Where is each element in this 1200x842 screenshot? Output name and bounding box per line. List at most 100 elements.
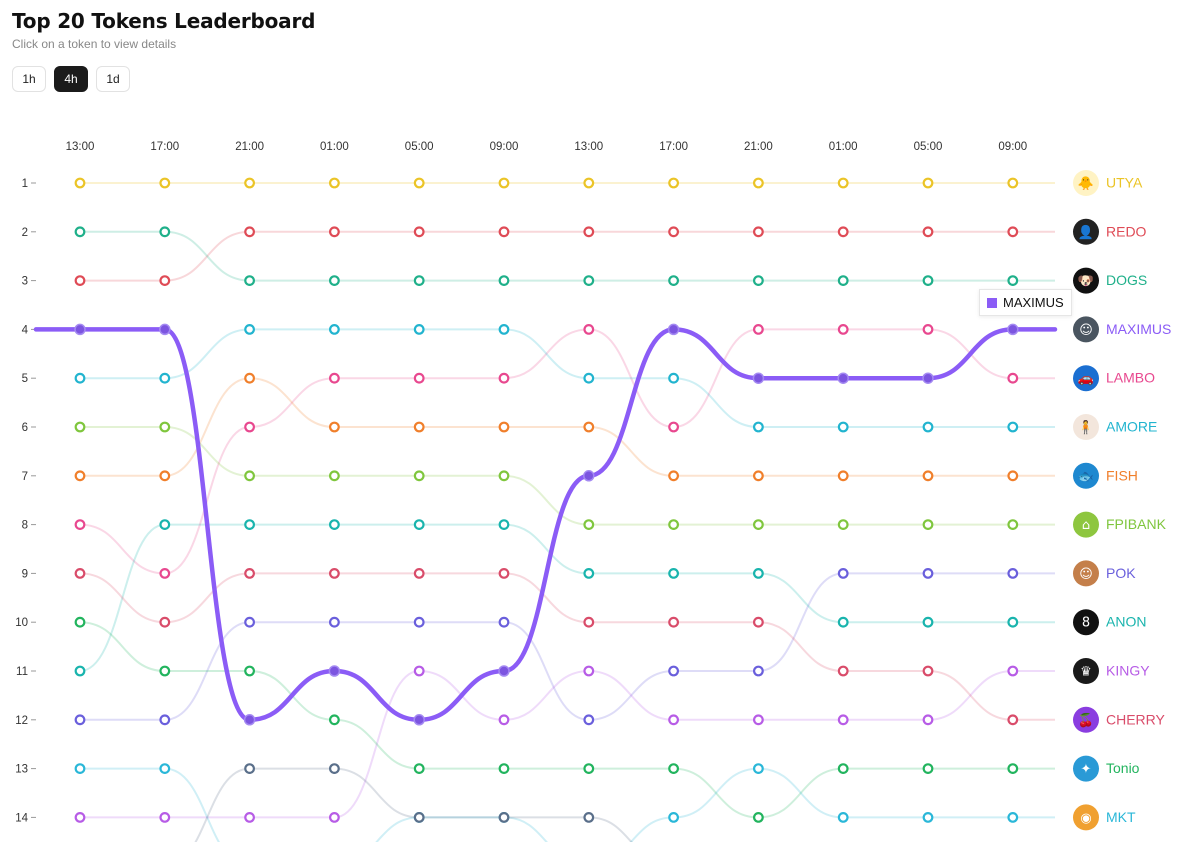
data-point-maximus-8[interactable]	[752, 372, 765, 384]
data-point-mkt-9[interactable]	[837, 812, 849, 823]
data-point-fpibank-10[interactable]	[922, 519, 934, 530]
data-point-redo-4[interactable]	[413, 226, 425, 238]
data-point-utya-1[interactable]	[159, 177, 171, 189]
data-point-mkt-7[interactable]	[668, 812, 679, 823]
data-point-lambo-4[interactable]	[413, 372, 425, 384]
data-point-pok-0[interactable]	[74, 714, 86, 726]
data-point-fish-0[interactable]	[74, 470, 86, 482]
data-point-mkt-1[interactable]	[159, 763, 171, 774]
data-point-redo-6[interactable]	[583, 226, 595, 238]
data-point-pok-5[interactable]	[498, 616, 510, 628]
data-point-dogs-9[interactable]	[837, 275, 849, 287]
data-point-kingy-6[interactable]	[583, 665, 595, 677]
data-point-anon-7[interactable]	[668, 568, 679, 579]
data-point-lambo-5[interactable]	[498, 372, 510, 384]
data-point-maximus-0[interactable]	[74, 323, 86, 336]
data-point-dogs-7[interactable]	[668, 275, 679, 287]
data-point-cherry-2[interactable]	[244, 568, 256, 579]
data-point-kingy-5[interactable]	[498, 714, 510, 726]
data-point-maximus-1[interactable]	[159, 323, 171, 336]
series-line-anon[interactable]	[79, 523, 1055, 672]
data-point-kingy-2[interactable]	[244, 812, 256, 823]
series-line-kingy[interactable]	[80, 669, 1055, 819]
data-point-kingy-3[interactable]	[329, 812, 340, 823]
data-point-cherry-10[interactable]	[922, 665, 934, 677]
data-point-redo-9[interactable]	[837, 226, 849, 238]
data-point-fpibank-6[interactable]	[583, 519, 595, 530]
data-point-anon-4[interactable]	[413, 519, 425, 530]
data-point-maximus-11[interactable]	[1007, 323, 1019, 336]
data-point-dogs-2[interactable]	[244, 275, 256, 287]
data-point-unnamed-6[interactable]	[583, 812, 595, 823]
data-point-pok-11[interactable]	[1007, 568, 1019, 579]
series-line-fpibank[interactable]	[80, 425, 1055, 526]
data-point-anon-6[interactable]	[583, 568, 595, 579]
legend-item-tonio[interactable]: ✦ Tonio	[1073, 755, 1140, 782]
data-point-anon-11[interactable]	[1007, 616, 1019, 628]
data-point-redo-8[interactable]	[753, 226, 764, 238]
data-point-fpibank-3[interactable]	[329, 470, 340, 482]
data-point-mkt-8[interactable]	[753, 763, 764, 774]
data-point-unnamed-4[interactable]	[413, 812, 425, 823]
data-point-maximus-7[interactable]	[667, 323, 680, 336]
data-point-tonio-11[interactable]	[1007, 763, 1019, 774]
series-line-lambo[interactable]	[79, 328, 1055, 575]
legend-item-mkt[interactable]: ◉ MKT	[1073, 804, 1136, 831]
legend-item-cherry[interactable]: 🍒 CHERRY	[1073, 706, 1166, 733]
legend-item-amore[interactable]: 🧍 AMORE	[1073, 414, 1157, 440]
data-point-redo-10[interactable]	[922, 226, 934, 238]
data-point-cherry-3[interactable]	[329, 568, 340, 579]
data-point-fpibank-9[interactable]	[837, 519, 849, 530]
data-point-fpibank-11[interactable]	[1007, 519, 1019, 530]
data-point-amore-5[interactable]	[498, 324, 510, 335]
data-point-cherry-11[interactable]	[1007, 714, 1019, 726]
data-point-fish-7[interactable]	[668, 470, 679, 482]
data-point-amore-10[interactable]	[922, 421, 934, 433]
data-point-dogs-11[interactable]	[1007, 275, 1019, 287]
data-point-maximus-2[interactable]	[243, 714, 256, 726]
data-point-fpibank-8[interactable]	[753, 519, 764, 530]
series-line-redo[interactable]	[79, 230, 1055, 282]
data-point-dogs-0[interactable]	[74, 226, 86, 238]
data-point-cherry-5[interactable]	[498, 568, 510, 579]
series-line-unnamed[interactable]	[80, 767, 1055, 842]
data-point-utya-6[interactable]	[583, 177, 595, 189]
legend-item-redo[interactable]: 👤 REDO	[1073, 218, 1147, 245]
data-point-tonio-6[interactable]	[583, 763, 595, 774]
data-point-unnamed-2[interactable]	[244, 763, 256, 774]
data-point-anon-2[interactable]	[244, 519, 256, 530]
data-point-kingy-11[interactable]	[1007, 665, 1019, 677]
data-point-kingy-10[interactable]	[922, 714, 934, 726]
timeframe-4h-button[interactable]: 4h	[54, 66, 88, 92]
data-point-utya-9[interactable]	[837, 177, 849, 189]
data-point-kingy-9[interactable]	[837, 714, 849, 726]
data-point-tonio-5[interactable]	[498, 763, 510, 774]
data-point-maximus-5[interactable]	[498, 665, 510, 677]
data-point-mkt-10[interactable]	[922, 812, 934, 823]
data-point-lambo-8[interactable]	[753, 324, 764, 335]
data-point-tonio-3[interactable]	[329, 714, 340, 726]
data-point-mkt-0[interactable]	[74, 763, 86, 774]
data-point-lambo-9[interactable]	[837, 324, 849, 335]
data-point-redo-0[interactable]	[74, 275, 86, 287]
data-point-tonio-10[interactable]	[922, 763, 934, 774]
timeframe-1d-button[interactable]: 1d	[96, 66, 130, 92]
data-point-dogs-8[interactable]	[753, 275, 764, 287]
data-point-amore-1[interactable]	[159, 372, 171, 384]
data-point-kingy-1[interactable]	[159, 812, 171, 823]
data-point-cherry-7[interactable]	[668, 616, 679, 628]
data-point-redo-2[interactable]	[244, 226, 256, 238]
data-point-fish-4[interactable]	[413, 421, 425, 433]
data-point-amore-4[interactable]	[413, 324, 425, 335]
data-point-fish-3[interactable]	[329, 421, 340, 433]
data-point-pok-7[interactable]	[668, 665, 679, 677]
data-point-tonio-7[interactable]	[668, 763, 679, 774]
data-point-anon-9[interactable]	[837, 616, 849, 628]
data-point-amore-0[interactable]	[74, 372, 86, 384]
data-point-utya-11[interactable]	[1007, 177, 1019, 189]
data-point-fish-11[interactable]	[1007, 470, 1019, 482]
data-point-kingy-8[interactable]	[753, 714, 764, 726]
data-point-fpibank-4[interactable]	[413, 470, 425, 482]
legend-item-pok[interactable]: ☺ POK	[1073, 560, 1136, 587]
data-point-utya-5[interactable]	[498, 177, 510, 189]
